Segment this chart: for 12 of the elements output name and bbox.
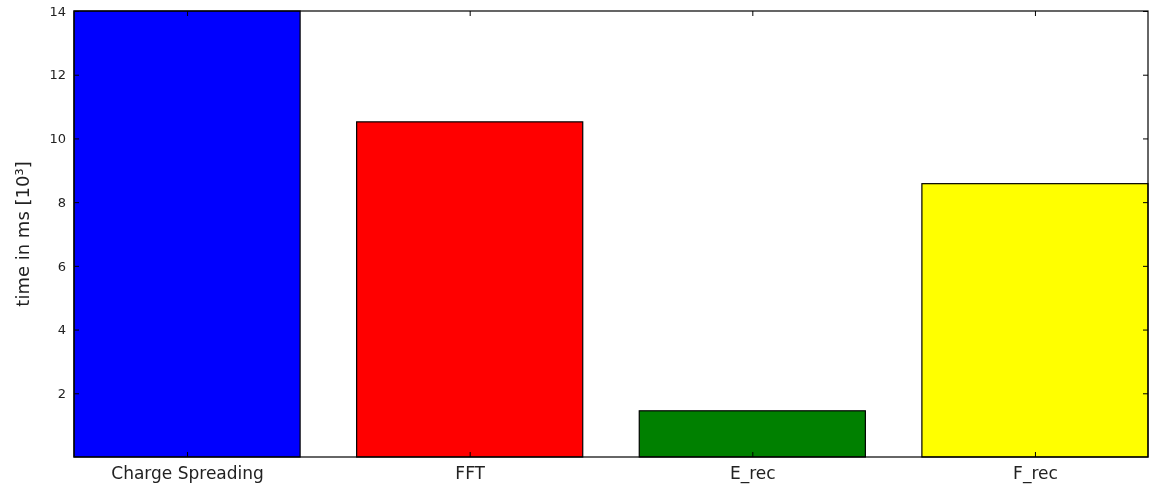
y-tick-label: 2 (57, 385, 66, 401)
y-tick-label: 4 (57, 322, 66, 338)
y-axis-title: time in ms [10³] (12, 161, 33, 307)
y-tick-label: 14 (49, 3, 66, 19)
x-tick-label: Charge Spreading (111, 463, 264, 484)
y-tick-label: 8 (57, 194, 66, 210)
y-tick-label: 12 (49, 67, 66, 83)
y-tick-label: 6 (57, 258, 66, 274)
x-tick-label: F_rec (1013, 463, 1058, 485)
x-tick-label: E_rec (729, 463, 776, 485)
y-tick-label: 10 (49, 131, 66, 147)
x-tick-label: FFT (455, 463, 486, 484)
